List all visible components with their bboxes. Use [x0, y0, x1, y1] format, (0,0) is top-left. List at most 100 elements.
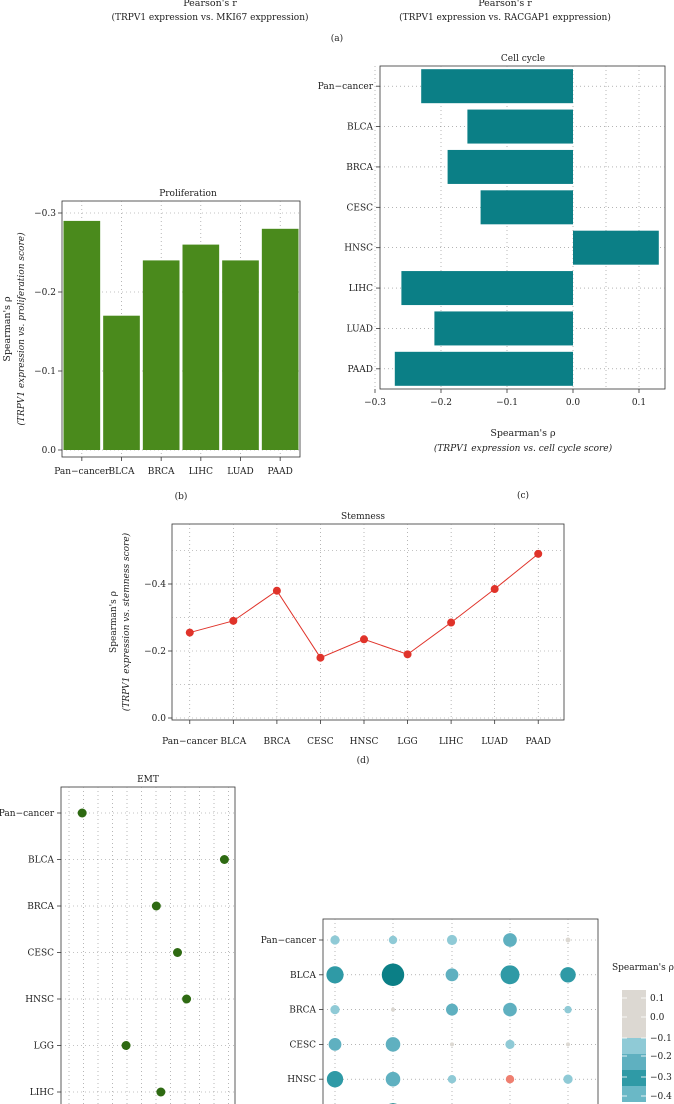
- f-frame: [322, 918, 599, 1104]
- b-ytick-label: −0.2: [34, 288, 56, 298]
- c-xlabel: Spearman's ρ: [490, 428, 556, 439]
- d-xtick-label: LGG: [397, 737, 417, 747]
- f-bubble: [447, 1075, 457, 1084]
- d-point: [490, 585, 499, 594]
- f-bubble: [328, 1038, 342, 1051]
- f-bubble: [391, 1007, 395, 1012]
- panel-label-a: (a): [331, 33, 343, 44]
- f-ytick-label: BRCA: [289, 1006, 316, 1016]
- c-bars: [394, 69, 659, 386]
- c-ytick-label: LIHC: [349, 284, 373, 294]
- c-ytick-label: BRCA: [346, 163, 373, 173]
- f-bubble: [385, 1071, 401, 1087]
- f-colorbar-segment: [622, 1070, 646, 1086]
- e-point: [77, 808, 87, 818]
- f-bubble: [330, 1004, 340, 1015]
- f-bubble: [326, 966, 344, 984]
- e-point: [156, 1087, 166, 1097]
- f-bubble: [505, 1075, 515, 1084]
- f-bubble: [503, 933, 517, 947]
- c-bar: [421, 69, 573, 104]
- b-bar: [261, 228, 299, 450]
- f-colorbar-label: −0.3: [650, 1073, 672, 1083]
- d-points: [185, 549, 543, 662]
- d-point: [272, 586, 281, 595]
- b-xtick-label: BRCA: [148, 467, 175, 477]
- f-bubble: [566, 1042, 570, 1047]
- d-xtick-label: Pan−cancer: [162, 737, 218, 747]
- c-frame: [379, 65, 666, 390]
- f-bubble: [326, 1071, 344, 1088]
- e-ytick-label: LIHC: [30, 1088, 54, 1098]
- d-point: [403, 650, 412, 659]
- panel-label-b: (b): [175, 491, 188, 502]
- e-points: [77, 808, 229, 1097]
- d-ytick-label: 0.0: [152, 714, 167, 724]
- c-bar: [467, 109, 573, 144]
- b-bars: [63, 220, 299, 450]
- f-bubble: [563, 1074, 573, 1084]
- d-xtick-label: LIHC: [439, 737, 463, 747]
- b-xtick-label: LIHC: [189, 467, 213, 477]
- f-bubble: [385, 1037, 401, 1052]
- b-xtick-label: Pan−cancer: [54, 467, 110, 477]
- b-bar: [222, 260, 259, 450]
- e-ytick-label: LGG: [34, 1042, 54, 1052]
- f-bubble: [381, 963, 405, 987]
- e-ytick-label: HNSC: [25, 995, 54, 1005]
- a-right-xsub: (TRPV1 expression vs. RACGAP1 exppressio…: [399, 12, 611, 23]
- e-gridlines: [61, 787, 235, 1104]
- e-title: EMT: [137, 775, 159, 785]
- f-ytick-label: Pan−cancer: [261, 936, 317, 946]
- d-xtick-label: PAAD: [525, 737, 550, 747]
- d-point: [316, 653, 325, 662]
- a-left-xlabel: Pearson's r: [183, 0, 237, 9]
- e-point: [121, 1041, 131, 1050]
- panel-e-emt: EMT Pan−cancer BLCA BRCA CESC HNSC LGG LIHC: [0, 775, 236, 1104]
- b-frame: [61, 200, 301, 458]
- f-bubble: [450, 1042, 454, 1047]
- f-legend-title: Spearman's ρ: [612, 963, 674, 973]
- d-xtick-label: LUAD: [481, 737, 508, 747]
- d-xtick-label: HNSC: [350, 737, 379, 747]
- d-title: Stemness: [341, 512, 385, 522]
- f-colorbar-label: 0.1: [650, 994, 664, 1004]
- e-point: [151, 901, 161, 911]
- a-right-xlabel: Pearson's r: [478, 0, 532, 9]
- d-gridlines: [172, 524, 564, 720]
- c-xlabel-sub: (TRPV1 expression vs. cell cycle score): [434, 443, 613, 454]
- panel-c-cell-cycle: Cell cycle Pan−cancer BLCA BRCA CESC HNSC LIH…: [318, 54, 666, 501]
- f-bubble: [565, 937, 571, 943]
- e-ytick-label: BLCA: [28, 856, 54, 866]
- f-gridlines: [323, 919, 598, 1104]
- c-xtick-label: 0.1: [632, 398, 646, 408]
- d-xticks: Pan−cancer BLCA BRCA CESC HNSC LGG LIHC LUAD PAA…: [162, 720, 551, 747]
- b-ylabel-sub: (TRPV1 expression vs. proliferation scor…: [16, 232, 27, 426]
- f-ytick-label: BLCA: [290, 971, 316, 981]
- a-left-xsub: (TRPV1 expression vs. MKI67 exppression): [111, 12, 308, 23]
- d-point: [185, 628, 194, 637]
- c-ytick-label: CESC: [346, 203, 373, 213]
- e-point: [173, 948, 183, 957]
- f-colorbar-segment: [622, 1086, 646, 1102]
- panel-label-d: (d): [357, 755, 370, 766]
- f-bubble: [330, 935, 340, 945]
- f-bubble: [505, 1039, 515, 1050]
- d-point: [360, 635, 368, 644]
- f-bubble: [445, 968, 459, 982]
- c-xtick-label: 0.0: [566, 398, 581, 408]
- d-frame: [171, 523, 565, 721]
- f-bubble: [500, 965, 520, 985]
- f-ytick-label: CESC: [289, 1040, 316, 1050]
- f-bubble: [503, 1002, 517, 1017]
- panel-label-c: (c): [517, 490, 529, 501]
- f-colorbar-segment: [622, 990, 646, 1038]
- c-ytick-label: PAAD: [348, 365, 373, 375]
- d-point: [534, 549, 543, 558]
- c-ytick-label: BLCA: [347, 123, 373, 133]
- f-colorbar-label: −0.2: [650, 1052, 672, 1062]
- e-yticks: Pan−cancer BLCA BRCA CESC HNSC LGG LIHC: [0, 809, 61, 1098]
- e-frame: [60, 786, 236, 1104]
